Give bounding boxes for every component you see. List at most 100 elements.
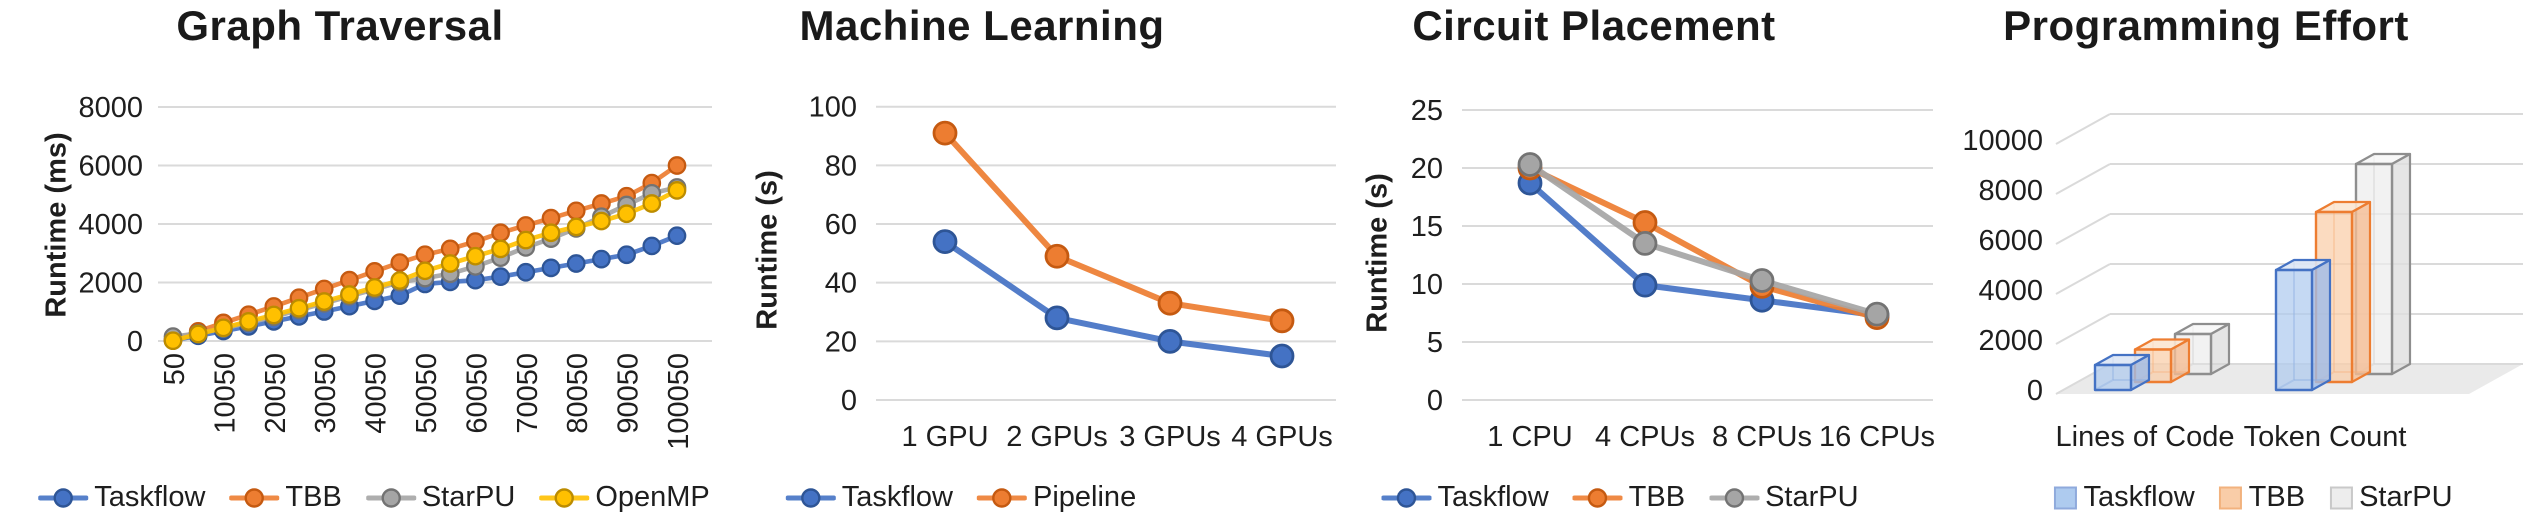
y-tick-label: 0 (841, 385, 857, 417)
x-tick-label: 16 CPUs (1819, 421, 1935, 453)
legend-line-marker-starpu (365, 487, 416, 508)
data-point-tbb (390, 253, 410, 272)
machine-learning-series-pipeline (932, 120, 1295, 334)
x-tick-label: 4 GPUs (1231, 421, 1333, 453)
legend-marker-dot (554, 487, 575, 508)
gridline-diag-8000 (2055, 163, 2111, 195)
gridline-diag-4000 (2055, 263, 2111, 295)
x-tick-label: 1 CPU (1487, 421, 1572, 453)
data-point-openmp (314, 292, 334, 311)
data-point-openmp (264, 305, 284, 325)
data-point-openmp (491, 239, 510, 259)
data-point-tbb (566, 201, 586, 221)
legend-label-taskflow: Taskflow (94, 481, 206, 513)
chart-title-graph-traversal: Graph Traversal (176, 2, 504, 49)
data-point-starpu (1632, 230, 1658, 256)
machine-learning-chart: 0 20 40 60 80 100 1 GPU 2 GPUs 3 GPUs 4 GPUs (809, 92, 1336, 453)
y-axis-label-runtime-s-circuit: Runtime (s) (1361, 173, 1394, 333)
x-tick-label: 3 GPUs (1119, 421, 1221, 453)
data-point-openmp (188, 324, 208, 344)
data-point-taskflow (491, 267, 510, 286)
data-point-openmp (340, 285, 359, 304)
y-tick-label: 20 (825, 326, 857, 358)
series-line-starpu (1527, 161, 1880, 318)
y-tick-label: 6000 (1978, 225, 2043, 257)
legend-marker-dot (1587, 487, 1608, 508)
legend-square-tbb (2219, 486, 2243, 509)
data-point-openmp (390, 271, 410, 290)
legend-label-starpu: StarPU (421, 481, 516, 513)
legend-item-taskflow: Taskflow (1381, 481, 1549, 514)
data-point-taskflow (667, 226, 687, 246)
legend-line-marker-openmp (539, 487, 590, 508)
chart-title-circuit-placement: Circuit Placement (1412, 2, 1776, 49)
legend-machine-learning: Taskflow Pipeline (785, 481, 1136, 514)
series-line-tbb (1527, 165, 1880, 321)
x-category-label: Token Count (2244, 421, 2407, 453)
programming-effort-series-taskflow (2093, 258, 2332, 392)
y-tick-label: 8000 (78, 92, 143, 124)
x-category-label: Lines of Code (2056, 421, 2235, 453)
data-point-openmp (239, 312, 258, 331)
data-point-openmp (541, 223, 561, 243)
bar-side-face (2310, 258, 2332, 392)
data-point-starpu (1864, 301, 1890, 327)
data-point-tbb (491, 223, 510, 243)
bar-side-face (2390, 152, 2412, 376)
data-point-tbb (365, 262, 384, 281)
data-point-openmp (642, 194, 662, 213)
legend-label-tbb: TBB (285, 481, 342, 513)
legend-item-starpu: StarPU (365, 481, 516, 514)
y-tick-label: 60 (825, 209, 857, 241)
legend-line-marker-tbb (229, 487, 280, 508)
y-tick-label: 6000 (78, 151, 143, 183)
data-point-openmp (466, 246, 485, 266)
data-point-openmp (617, 204, 636, 224)
circuit-placement-series-starpu (1517, 152, 1890, 327)
series-line-pipeline (942, 130, 1285, 324)
legend-swatch (2053, 486, 2077, 509)
legend-line-marker-taskflow (38, 487, 89, 508)
y-tick-label: 40 (825, 268, 857, 300)
y-tick-label: 0 (1427, 385, 1443, 417)
bar-side-face (2209, 322, 2231, 376)
x-tick-label: 4 CPUs (1595, 421, 1695, 453)
gridline-diag-6000 (2055, 213, 2111, 245)
data-point-taskflow (1632, 272, 1658, 298)
x-tick-label: 40050 (361, 353, 393, 434)
data-point-taskflow (932, 229, 958, 255)
series-line-taskflow (1527, 180, 1880, 319)
programming-effort-chart: 0 2000 4000 6000 8000 10000 Lines of Code Token… (1962, 113, 2523, 453)
data-point-openmp (516, 230, 536, 250)
programming-effort-series-tbb (2133, 200, 2372, 384)
x-tick-label: 8 CPUs (1712, 421, 1812, 453)
legend-graph-traversal: Taskflow TBB StarPU OpenMP (38, 481, 710, 514)
data-point-tbb (415, 245, 435, 265)
y-tick-label: 2000 (78, 268, 143, 300)
series-line-taskflow (942, 238, 1285, 360)
legend-label-openmp: OpenMP (595, 481, 710, 513)
data-point-openmp (415, 261, 435, 281)
data-point-taskflow (516, 262, 536, 282)
legend-item-taskflow: Taskflow (785, 481, 953, 514)
legend-item-starpu: StarPU (1709, 481, 1859, 514)
data-point-taskflow (642, 236, 662, 256)
bar-front-face (2093, 363, 2133, 392)
y-axis-label-runtime-s-ml: Runtime (s) (751, 170, 784, 330)
bar-3d-taskflow-lines-of-code (2093, 353, 2151, 392)
data-point-taskflow (1044, 305, 1070, 331)
bar-front-face (2274, 268, 2314, 392)
y-tick-label: 0 (127, 326, 143, 358)
y-tick-label: 5 (1427, 327, 1443, 359)
y-tick-label: 15 (1411, 211, 1443, 243)
y-tick-label: 25 (1411, 95, 1443, 127)
legend-marker-dot (53, 487, 73, 508)
data-point-taskflow (617, 245, 636, 265)
legend-item-tbb: TBB (2219, 481, 2305, 514)
x-tick-label: 30050 (310, 353, 342, 434)
data-point-openmp (566, 217, 586, 237)
y-tick-label: 4000 (78, 209, 143, 241)
y-axis-label-runtime-ms: Runtime (ms) (40, 132, 73, 318)
y-tick-label: 10000 (1962, 125, 2043, 157)
